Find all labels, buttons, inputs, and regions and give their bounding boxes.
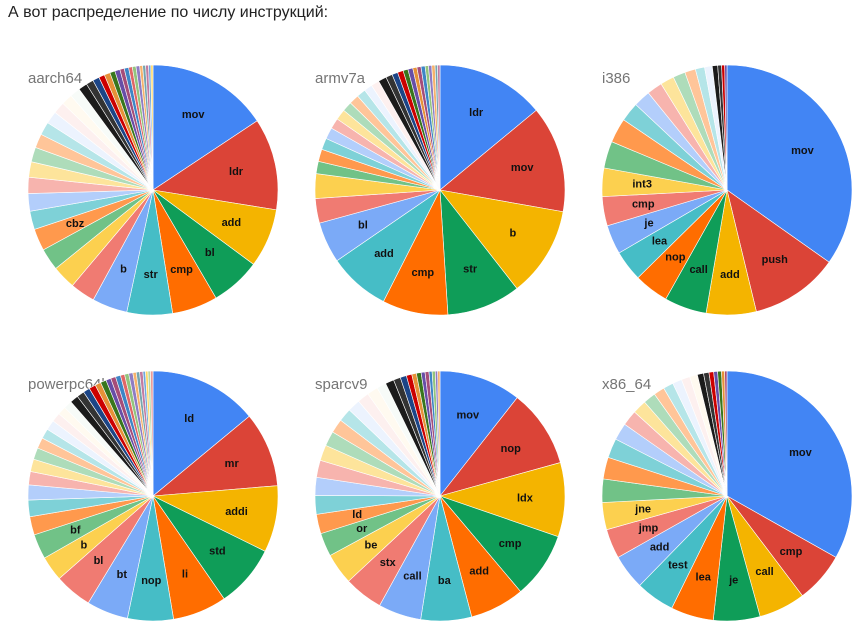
pie-slice-str [439, 189, 518, 316]
slice-label: jmp [638, 522, 659, 534]
slice-label: lea [652, 236, 668, 248]
slice-label: cmp [632, 198, 655, 210]
slice-label: b [509, 228, 516, 240]
slice-label: bl [205, 247, 215, 259]
pie-slice-ldr [152, 120, 279, 211]
slice-label: cmp [412, 267, 435, 279]
chart-panel-aarch64: aarch64 mov ldr add bl cmp str b cbz [0, 30, 285, 330]
slice-label: or [356, 523, 368, 535]
pie-chart-svg: ldr mov b str cmp add bl [314, 64, 566, 316]
slice-label: nop [665, 251, 685, 263]
chart-title: x86_64 [602, 376, 652, 393]
slice-label: stx [380, 557, 397, 569]
slice-label: str [463, 263, 478, 275]
pie-slice-ldr [439, 64, 537, 191]
slice-label: test [668, 559, 688, 571]
pie-slice [150, 370, 154, 497]
slice-label: mov [511, 162, 535, 174]
slice-label: mr [225, 458, 240, 470]
slice-label: push [762, 254, 789, 266]
chart-panel-armv7a: armv7a ldr mov b str cmp add bl [287, 30, 572, 330]
slice-label: je [728, 575, 738, 587]
pie-slice-push [726, 189, 830, 312]
pie-slice-mov [152, 64, 258, 191]
slice-label: call [755, 566, 773, 578]
slice-label: lea [696, 571, 712, 583]
chart-title: sparcv9 [315, 376, 368, 393]
pie-slice-nop [439, 397, 561, 497]
pie-slice [724, 64, 728, 191]
chart-panel-sparcv9: sparcv9 mov nop ldx cmp add ba call stx be or ld [287, 336, 572, 636]
slice-label: ldx [517, 492, 534, 504]
slice-label: ba [438, 575, 452, 587]
pie-slice-mov [439, 370, 518, 497]
pie-slice [150, 64, 154, 191]
pie-slice [724, 370, 728, 497]
slice-label: bf [70, 524, 81, 536]
slice-label: int3 [632, 179, 652, 191]
pie-slice-mov [439, 109, 566, 213]
slice-label: b [80, 539, 87, 551]
slice-label: ldr [469, 107, 484, 119]
chart-panel-x86_64: x86_64 mov cmp call je lea test add jmp jne [574, 336, 859, 636]
slice-label: add [374, 248, 394, 260]
slice-label: str [144, 269, 159, 281]
slice-label: mov [456, 410, 480, 422]
slice-label: mov [182, 109, 206, 121]
slice-label: ldr [229, 166, 244, 178]
slice-label: cmp [780, 546, 803, 558]
slice-label: std [209, 545, 226, 557]
slice-label: add [469, 565, 489, 577]
slice-label: mov [789, 447, 813, 459]
slice-label: cbz [66, 218, 85, 230]
pie-slice-ldx [438, 462, 566, 538]
chart-title: i386 [602, 70, 631, 87]
slice-label: bl [358, 220, 368, 232]
chart-title: armv7a [315, 70, 366, 87]
pie-slice-mr [152, 415, 278, 497]
slice-label: call [689, 264, 707, 276]
slice-label: add [650, 542, 670, 554]
slice-label: mov [791, 145, 815, 157]
slice-label: ld [184, 413, 194, 425]
slice-label: ld [352, 509, 362, 521]
chart-panel-i386: i386 mov push add call nop lea je cmp int3 [574, 30, 859, 330]
slice-label: add [222, 217, 242, 229]
page-heading: А вот распределение по числу инструкций: [8, 4, 329, 21]
slice-label: cmp [499, 538, 522, 550]
slice-label: add [720, 269, 740, 281]
pie-slice-ld [152, 370, 250, 497]
slice-label: bl [94, 555, 104, 567]
slice-label: nop [141, 575, 161, 587]
slice-label: cmp [170, 264, 193, 276]
pie-slice-mov [726, 64, 853, 263]
slice-label: li [182, 569, 188, 581]
slice-label: je [643, 218, 653, 230]
slice-label: bt [117, 569, 128, 581]
slice-label: nop [501, 443, 521, 455]
pie-slice [437, 64, 441, 191]
pie-chart-svg: ld mr addi std li nop bt blb bf [27, 370, 279, 622]
pie-slice [437, 370, 441, 497]
chart-panel-powerpc64le: powerpc64le ld mr addi std li nop bt bl b bf [0, 336, 285, 636]
slice-label: addi [225, 506, 248, 518]
slice-label: b [120, 264, 127, 276]
chart-title: aarch64 [28, 70, 83, 87]
pie-slice-mov [726, 370, 853, 558]
slice-label: call [403, 570, 421, 582]
slice-label: jne [634, 504, 651, 516]
pie-slice-b [439, 189, 564, 289]
slice-label: be [365, 539, 378, 551]
